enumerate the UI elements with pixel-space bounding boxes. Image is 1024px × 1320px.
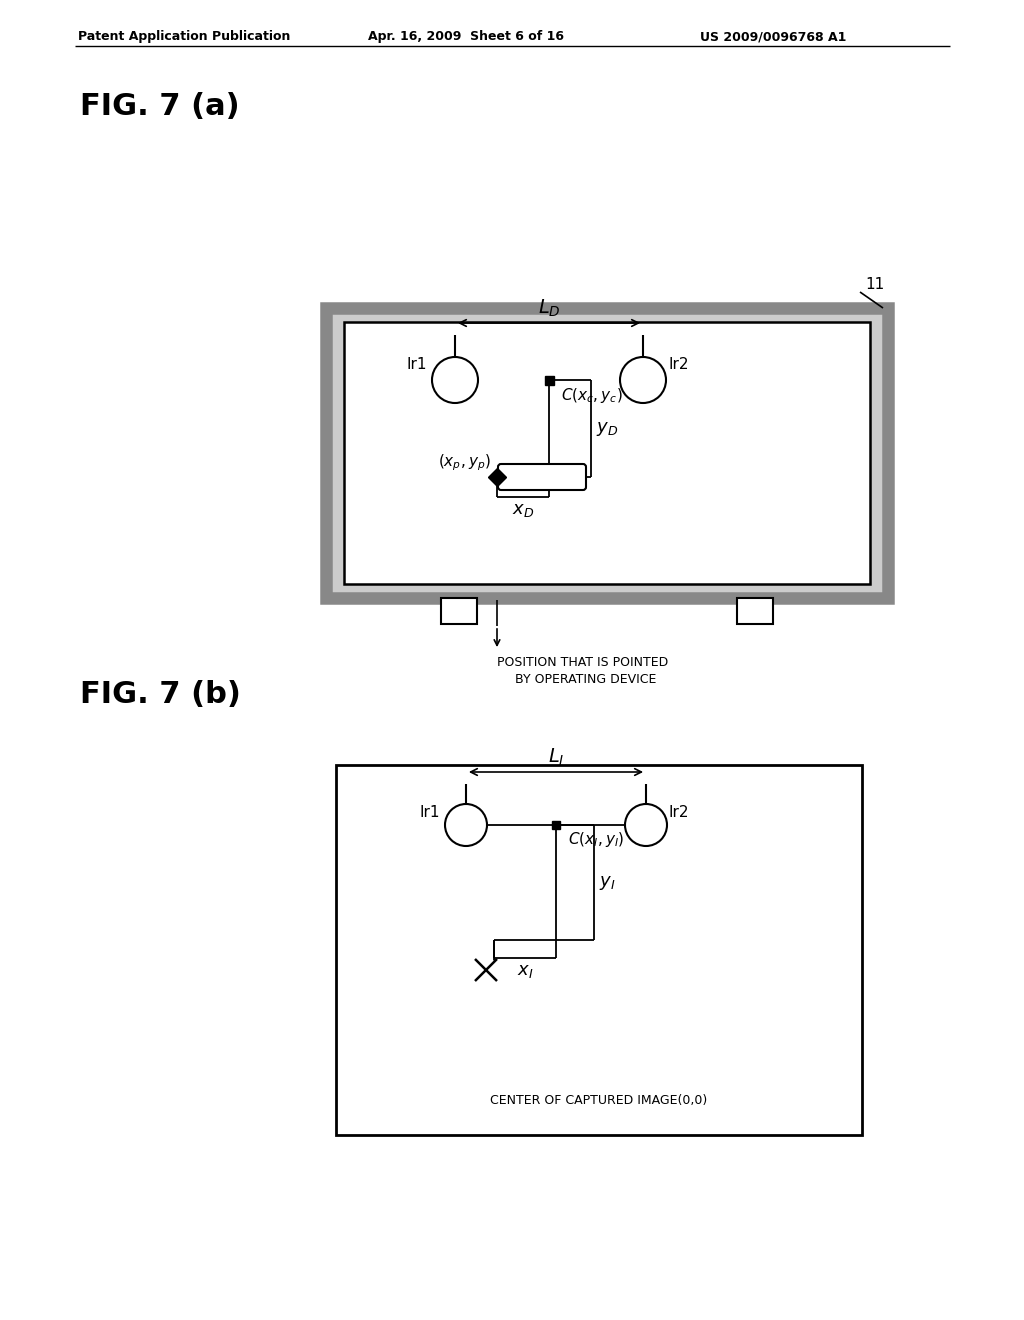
Bar (552, 821, 560, 829)
Bar (336, 766, 862, 1135)
Text: $y_D$: $y_D$ (596, 420, 618, 437)
Bar (344, 322, 870, 583)
Text: Ir1: Ir1 (407, 356, 427, 372)
Text: Patent Application Publication: Patent Application Publication (78, 30, 291, 44)
Text: FIG. 7 (b): FIG. 7 (b) (80, 680, 241, 709)
FancyBboxPatch shape (498, 465, 586, 490)
Text: POSITION THAT IS POINTED: POSITION THAT IS POINTED (497, 656, 669, 669)
Text: $(x_p,y_p)$: $(x_p,y_p)$ (438, 453, 490, 473)
Text: Apr. 16, 2009  Sheet 6 of 16: Apr. 16, 2009 Sheet 6 of 16 (368, 30, 564, 44)
Text: $C(x_I,y_I)$: $C(x_I,y_I)$ (568, 830, 625, 849)
Text: $y_I$: $y_I$ (599, 874, 615, 891)
Circle shape (432, 356, 478, 403)
Bar (441, 598, 477, 624)
Circle shape (620, 356, 666, 403)
Bar (545, 375, 554, 384)
Text: $L_D$: $L_D$ (538, 298, 560, 319)
Circle shape (625, 804, 667, 846)
Text: BY OPERATING DEVICE: BY OPERATING DEVICE (515, 673, 656, 686)
Bar (326, 308, 888, 598)
Text: $L_I$: $L_I$ (548, 747, 564, 768)
Text: Ir1: Ir1 (420, 805, 440, 820)
Text: 11: 11 (865, 277, 885, 292)
Text: $x_I$: $x_I$ (517, 962, 534, 979)
Text: CENTER OF CAPTURED IMAGE(0,0): CENTER OF CAPTURED IMAGE(0,0) (490, 1094, 708, 1107)
Text: Ir2: Ir2 (669, 356, 689, 372)
Text: Ir2: Ir2 (669, 805, 689, 820)
Text: $C(x_c,y_c)$: $C(x_c,y_c)$ (561, 385, 623, 405)
Text: $x_D$: $x_D$ (512, 502, 535, 519)
Text: FIG. 7 (a): FIG. 7 (a) (80, 92, 240, 121)
Text: US 2009/0096768 A1: US 2009/0096768 A1 (700, 30, 847, 44)
Circle shape (445, 804, 487, 846)
Bar (737, 598, 773, 624)
